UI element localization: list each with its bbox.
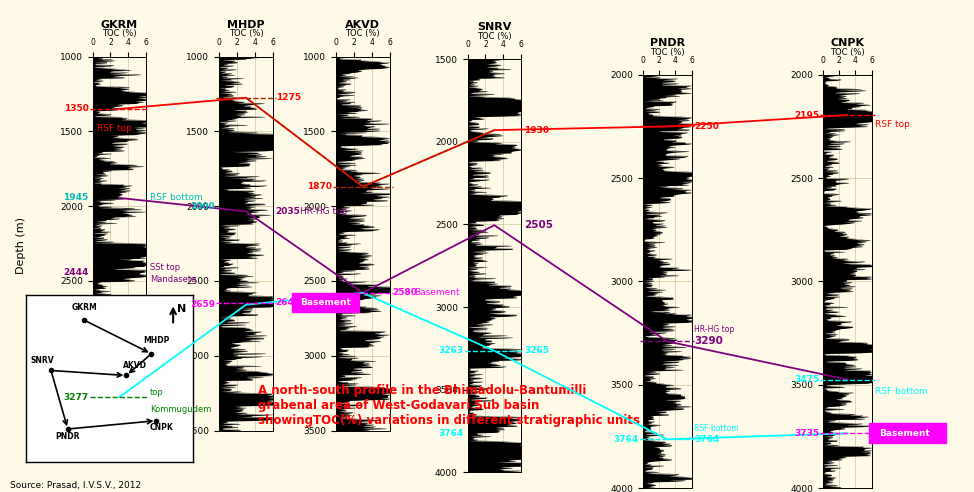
Text: CNPK: CNPK (150, 424, 173, 432)
Text: HR-HG top: HR-HG top (300, 207, 348, 216)
Text: Kommugudem: Kommugudem (150, 405, 211, 414)
X-axis label: TOC (%): TOC (%) (229, 30, 263, 38)
Text: 2444: 2444 (63, 268, 89, 277)
Text: GKRM: GKRM (72, 303, 97, 312)
Text: PNDR: PNDR (650, 38, 685, 48)
X-axis label: TOC (%): TOC (%) (346, 30, 380, 38)
X-axis label: TOC (%): TOC (%) (102, 30, 136, 38)
Text: HR-HG top: HR-HG top (694, 325, 734, 334)
Text: Mandaseta: Mandaseta (150, 276, 196, 284)
Text: 3290: 3290 (694, 337, 724, 346)
X-axis label: TOC (%): TOC (%) (650, 48, 685, 57)
Text: 3265: 3265 (524, 346, 549, 355)
Text: 2659: 2659 (190, 300, 215, 309)
Text: 1930: 1930 (524, 125, 549, 135)
Text: N: N (177, 304, 186, 314)
Text: 3764: 3764 (438, 429, 464, 438)
Text: AKVD: AKVD (346, 20, 380, 30)
Text: Basement: Basement (880, 429, 930, 438)
Text: SNRV: SNRV (477, 22, 511, 32)
Text: RSF top: RSF top (875, 121, 910, 129)
Text: 1945: 1945 (63, 193, 89, 202)
Text: 3764: 3764 (694, 435, 720, 444)
Text: PNDR: PNDR (56, 432, 80, 441)
FancyBboxPatch shape (292, 293, 359, 312)
Text: A north-south profile in the Bhimadolu-Bantumilli
grabenal area of West-Godavari: A north-south profile in the Bhimadolu-B… (258, 384, 640, 427)
Text: RSF bottom: RSF bottom (875, 387, 927, 397)
Text: SSt top: SSt top (150, 263, 180, 272)
Text: 3263: 3263 (438, 346, 464, 355)
Text: Basement: Basement (300, 298, 351, 307)
Text: 2035: 2035 (276, 207, 301, 216)
X-axis label: TOC (%): TOC (%) (477, 32, 511, 41)
Text: SNRV: SNRV (31, 357, 55, 366)
Text: GKRM: GKRM (100, 20, 138, 30)
Text: 1870: 1870 (307, 182, 332, 191)
Text: 1350: 1350 (63, 104, 89, 114)
Text: 2645: 2645 (276, 298, 301, 307)
Text: 3277: 3277 (63, 393, 89, 401)
Text: 3764: 3764 (614, 435, 639, 444)
Text: Source: Prasad, I.V.S.V., 2012: Source: Prasad, I.V.S.V., 2012 (10, 481, 141, 490)
Text: 2000: 2000 (191, 202, 215, 211)
Text: 3475: 3475 (794, 375, 819, 384)
Text: MHDP: MHDP (143, 337, 169, 345)
X-axis label: TOC (%): TOC (%) (830, 48, 865, 57)
Text: Depth (m): Depth (m) (17, 217, 26, 275)
Text: RSF top: RSF top (97, 124, 132, 133)
Text: 2505: 2505 (524, 220, 553, 230)
Text: 2250: 2250 (694, 122, 720, 131)
Text: MHDP: MHDP (227, 20, 265, 30)
Text: RSF bottom: RSF bottom (150, 193, 203, 202)
Text: 2580: 2580 (393, 288, 418, 297)
Text: 2195: 2195 (794, 111, 819, 120)
Text: RSF bottom: RSF bottom (694, 424, 739, 433)
Text: Basement: Basement (300, 298, 346, 307)
Text: 1275: 1275 (276, 93, 301, 102)
Text: CNPK: CNPK (831, 38, 864, 48)
Text: top: top (150, 388, 164, 397)
Text: Basement: Basement (414, 288, 460, 297)
FancyBboxPatch shape (869, 424, 946, 443)
Text: AKVD: AKVD (123, 362, 147, 370)
Text: 3735: 3735 (794, 429, 819, 438)
